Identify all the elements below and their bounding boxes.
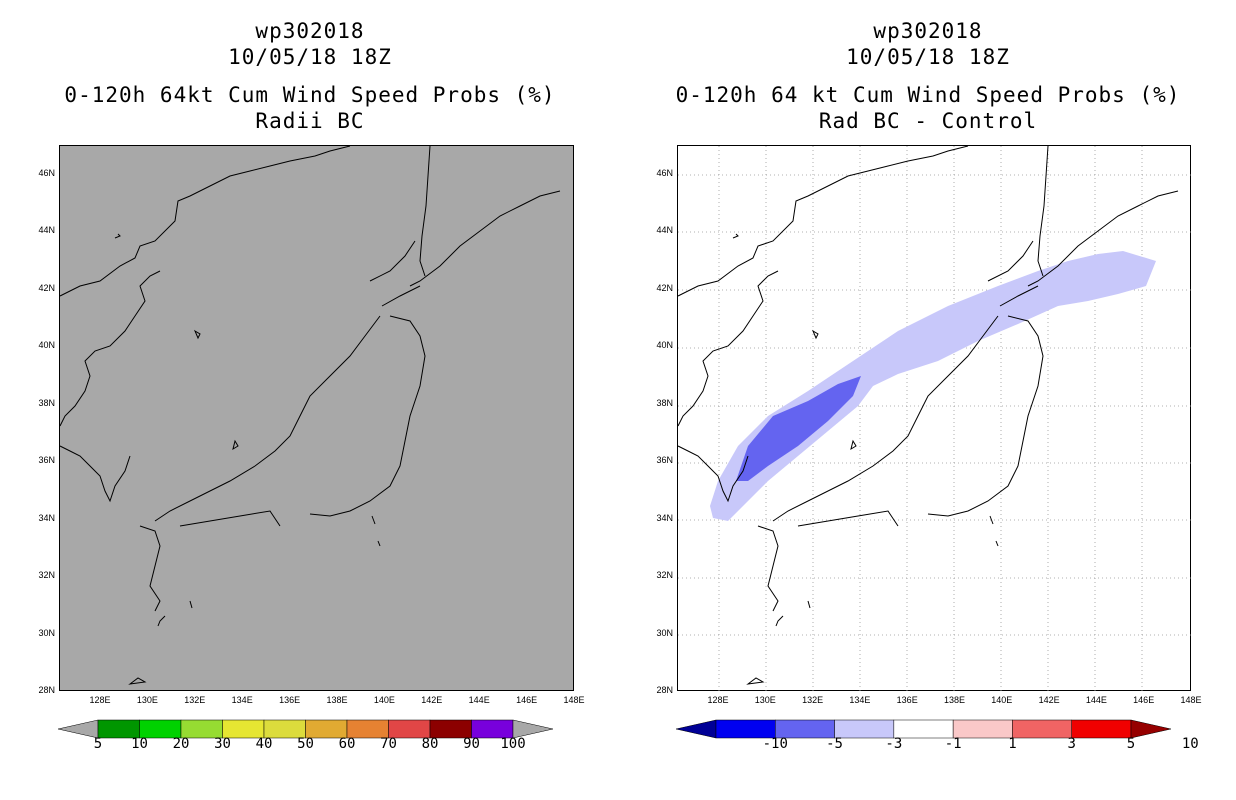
- right-lat-label: 30N: [656, 627, 673, 638]
- right-lon-label: 134E: [849, 695, 871, 705]
- colorbar-label: 10: [131, 736, 148, 752]
- right-title-subtitle: Rad BC - Control: [818, 109, 1038, 133]
- right-lat-label: 36N: [656, 455, 673, 466]
- left-lat-label: 28N: [38, 685, 55, 695]
- right-lon-label: 132E: [802, 695, 824, 705]
- colorbar-label: 50: [297, 736, 314, 752]
- right-title-product: 0-120h 64 kt Cum Wind Speed Probs (%): [675, 83, 1181, 107]
- right-title-date: 10/05/18 18Z: [846, 45, 1010, 69]
- right-lat-label: 40N: [656, 340, 673, 351]
- right-lat-label: 34N: [656, 512, 673, 523]
- left-lon-label: 140E: [373, 695, 395, 705]
- colorbar-label: 70: [380, 736, 397, 752]
- right-title-storm: wp302018: [873, 19, 983, 43]
- colorbar-label: -3: [885, 736, 903, 752]
- left-lat-label: 46N: [38, 168, 55, 178]
- colorbar-label: 5: [1126, 736, 1136, 752]
- left-lon-label: 132E: [184, 695, 206, 705]
- colorbar-label: 1: [1008, 736, 1017, 752]
- colorbar-label: 80: [421, 736, 439, 752]
- right-coastlines: [677, 145, 1179, 685]
- right-lon-label: 130E: [754, 695, 776, 705]
- right-title-block: wp302018 10/05/18 18Z 0-120h 64 kt Cum W…: [628, 18, 1228, 134]
- diff-region-medium: [736, 376, 861, 481]
- left-lat-label: 44N: [38, 225, 55, 236]
- left-lat-label: 32N: [38, 570, 55, 581]
- right-lon-label: 136E: [896, 695, 918, 705]
- left-lon-label: 136E: [279, 695, 301, 705]
- right-map-svg: [677, 145, 1192, 692]
- left-lon-label: 128E: [89, 695, 111, 705]
- colorbar-arrow-right: [512, 719, 554, 739]
- left-map-panel: [59, 145, 574, 691]
- right-lat-label: 28N: [656, 685, 673, 695]
- left-colorbar: [57, 719, 554, 739]
- left-title-block: wp302018 10/05/18 18Z 0-120h 64kt Cum Wi…: [10, 18, 610, 134]
- left-lon-label: 144E: [468, 695, 490, 705]
- left-coastline-svg: [59, 145, 561, 685]
- right-lat-label: 42N: [656, 282, 673, 293]
- left-lat-label: 42N: [38, 282, 55, 293]
- left-lon-label: 142E: [421, 695, 443, 705]
- right-lon-label: 148E: [1180, 695, 1202, 705]
- right-lon-label: 140E: [991, 695, 1013, 705]
- colorbar-label: 100: [500, 736, 526, 752]
- left-coastlines: [59, 145, 561, 685]
- colorbar-label: 20: [172, 736, 190, 752]
- right-colorbar: [675, 719, 1172, 739]
- right-lon-label: 128E: [707, 695, 729, 705]
- left-title-date: 10/05/18 18Z: [228, 45, 392, 69]
- colorbar-label: -10: [762, 736, 788, 752]
- left-title-product: 0-120h 64kt Cum Wind Speed Probs (%): [64, 83, 556, 107]
- right-lon-label: 138E: [943, 695, 966, 705]
- colorbar-label: 40: [255, 736, 273, 752]
- left-lat-label: 38N: [38, 397, 55, 408]
- left-lon-label: 130E: [136, 695, 158, 705]
- left-lat-label: 30N: [38, 627, 55, 638]
- left-lat-label: 40N: [38, 340, 55, 351]
- colorbar-label: -5: [826, 736, 843, 752]
- left-lon-label: 148E: [563, 695, 585, 705]
- right-lat-label: 44N: [656, 225, 673, 236]
- colorbar-label: 30: [214, 736, 231, 752]
- colorbar-label: 5: [93, 736, 103, 752]
- colorbar-label: 3: [1067, 736, 1076, 752]
- right-lat-label: 38N: [656, 397, 673, 408]
- left-lon-label: 146E: [516, 695, 538, 705]
- colorbar-label: -1: [944, 736, 962, 752]
- left-lon-label: 138E: [326, 695, 348, 705]
- right-grid: [678, 146, 1192, 692]
- colorbar-label: 90: [463, 736, 480, 752]
- colorbar-label: 60: [338, 736, 356, 752]
- right-lat-label: 46N: [656, 168, 673, 178]
- left-lon-label: 134E: [231, 695, 253, 705]
- left-lat-label: 36N: [38, 455, 55, 466]
- left-title-storm: wp302018: [255, 19, 365, 43]
- diff-region-light: [710, 251, 1156, 521]
- left-lat-label: 34N: [38, 512, 55, 523]
- right-lon-label: 146E: [1133, 695, 1155, 705]
- right-lon-label: 142E: [1038, 695, 1060, 705]
- colorbar-arrow-left: [675, 719, 717, 739]
- colorbar-arrow-right: [1130, 719, 1172, 739]
- left-title-subtitle: Radii BC: [255, 109, 365, 133]
- colorbar-label: 10: [1181, 736, 1199, 752]
- right-lat-label: 32N: [656, 570, 673, 581]
- right-map-panel: [677, 145, 1192, 692]
- right-lon-label: 144E: [1085, 695, 1107, 705]
